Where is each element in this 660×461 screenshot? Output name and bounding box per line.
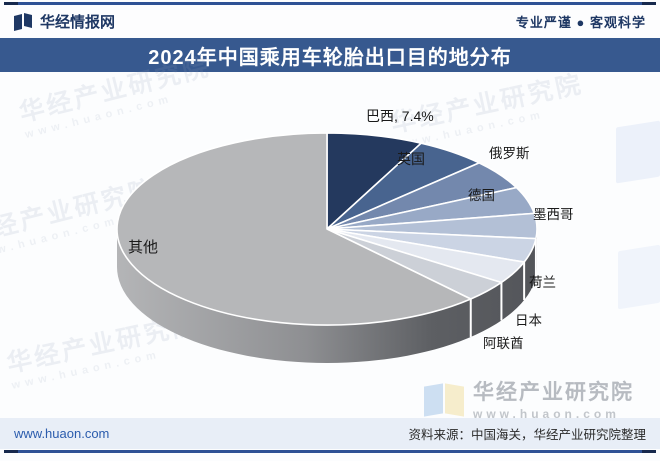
pie-label-germany: 德国 — [468, 188, 495, 203]
huaon-book-logo-icon — [424, 383, 464, 417]
footer-url: www.huaon.com — [14, 426, 110, 441]
pie-label-japan: 日本 — [515, 313, 542, 328]
pie-label-uae: 阿联酋 — [483, 336, 524, 351]
chart-title: 2024年中国乘用车轮胎出口目的地分布 — [148, 46, 512, 69]
footer-bar: www.huaon.com 资料来源：中国海关，华经产业研究院整理 — [0, 418, 660, 449]
pie-label-others: 其他 — [128, 239, 159, 256]
bottom-accent-line — [4, 450, 656, 453]
brand-watermark: 华经产业研究院 www.huaon.com — [424, 381, 634, 422]
header-slogan: 专业严谨 ● 客观科学 — [515, 15, 646, 30]
brand-watermark-name: 华经产业研究院 — [473, 381, 634, 404]
brand-name: 华经情报网 — [40, 14, 116, 31]
pie-label-uk: 英国 — [397, 151, 425, 167]
pie-label-russia: 俄罗斯 — [489, 146, 530, 161]
pie-label-netherlands: 荷兰 — [529, 275, 556, 290]
pie-slice-巴西 — [326, 132, 422, 230]
data-source-note: 资料来源：中国海关，华经产业研究院整理 — [408, 428, 646, 442]
pie-side — [117, 229, 537, 363]
header-bar: 华经情报网 专业严谨 ● 客观科学 — [0, 6, 660, 37]
brand-block: 华经情报网 — [14, 11, 115, 32]
pie-label-mexico: 墨西哥 — [533, 207, 574, 222]
pie-slice-其他 — [116, 132, 472, 326]
pie-label-brazil: 巴西, 7.4% — [366, 108, 434, 124]
top-accent-line — [4, 2, 656, 5]
chart-title-banner: 2024年中国乘用车轮胎出口目的地分布 — [0, 38, 660, 72]
brand-watermark-url: www.huaon.com — [473, 407, 620, 422]
